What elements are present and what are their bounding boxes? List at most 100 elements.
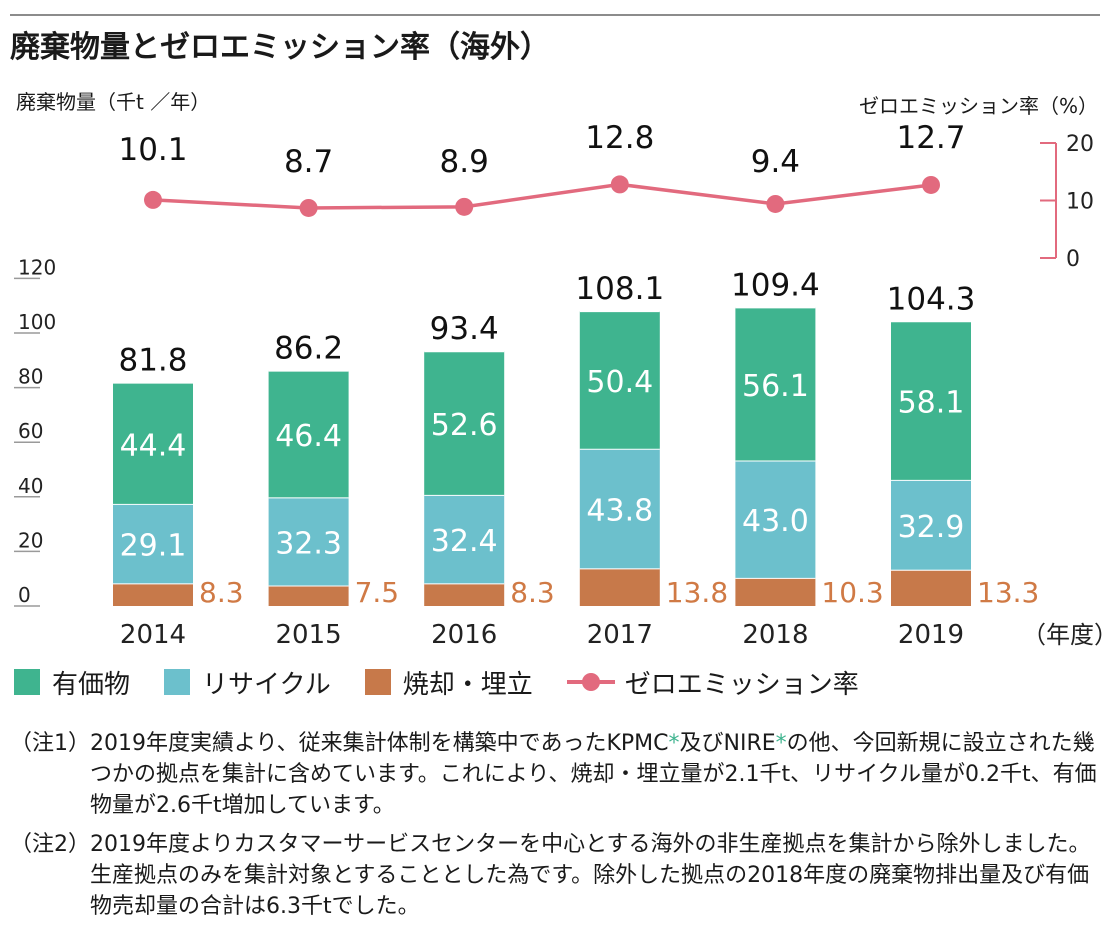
note-2-label: （注2） [10,832,90,857]
right-axis-label: ゼロエミッション率（%） [858,94,1098,118]
bar-value-label-incineration: 10.3 [821,576,883,609]
bar-segment-recycle [735,460,816,578]
bar-total-label: 81.8 [118,343,187,379]
y-tick-label: 60 [18,419,43,443]
bar-segment-valuable [579,311,660,449]
note-1: （注1） 2019年度実績より、従来集計体制を構築中であったKPMC*及びNIR… [10,728,1102,821]
y2-tick-label: 0 [1066,247,1080,272]
bar-value-label-valuable: 56.1 [742,369,809,404]
zero-emission-label: 10.1 [118,132,187,168]
zero-emission-label: 9.4 [751,144,800,180]
legend: 有価物 リサイクル 焼却・埋立 ゼロエミッション率 [14,662,893,702]
bar-segment-incineration [424,583,505,606]
bar-value-label-valuable: 44.4 [120,428,187,463]
bar-segment-incineration [891,569,971,606]
bar-segment-valuable [268,370,349,498]
bar-value-label-valuable: 58.1 [898,386,965,421]
left-axis-label: 廃棄物量（千t ／年） [16,90,211,114]
legend-swatch-recycle [164,669,191,695]
bar-value-label-incineration: 13.8 [666,576,728,609]
bar-total-label: 93.4 [430,311,499,347]
bar-segment-recycle [113,503,193,584]
y-tick-label: 120 [18,255,56,279]
bar-segment-incineration [735,577,816,606]
x-tick-label: 2017 [587,620,653,650]
bar-segment-incineration [268,585,349,606]
y-tick-label: 100 [18,310,56,334]
bar-value-label-recycle: 43.8 [586,494,653,529]
legend-label-recycle: リサイクル [202,669,331,700]
bar-value-label-incineration: 8.3 [510,576,555,609]
legend-item-incineration: 焼却・埋立 [364,664,533,701]
y-tick-label: 40 [18,474,43,498]
legend-item-valuable: 有価物 [14,664,130,701]
bar-value-label-incineration: 8.3 [199,576,244,609]
bar-segment-incineration [579,568,660,606]
note-2-part-0: 2019年度よりカスタマーサービスセンターを中心とする海外の非生産拠点を集計から… [90,832,1091,919]
legend-item-recycle: リサイクル [164,664,331,701]
bar-value-label-recycle: 32.3 [275,526,342,561]
note-1-part-2: 及びNIRE [679,731,776,756]
note-1-part-4: の他、今回新規に設立された幾つかの拠点を集計に含めています。これにより、焼却・埋… [90,731,1097,818]
x-unit-label: （年度） [1022,621,1108,649]
legend-item-zero-emission: ゼロエミッション率 [566,664,859,701]
bar-segment-incineration [113,583,193,606]
zero-emission-label: 8.9 [440,144,489,180]
zero-emission-point [455,197,474,216]
bar-value-label-recycle: 29.1 [120,529,187,564]
zero-emission-point [299,198,318,217]
bar-segment-recycle [579,448,660,569]
x-tick-label: 2016 [431,620,497,650]
bar-segment-valuable [424,351,505,495]
zero-emission-point [766,194,785,213]
legend-swatch-zero-emission [566,669,615,695]
asterisk-icon: * [775,731,787,756]
x-tick-label: 2014 [120,620,186,650]
bar-value-label-recycle: 43.0 [742,504,809,539]
asterisk-icon: * [668,731,680,756]
x-tick-label: 2019 [898,620,964,650]
y-tick-label: 80 [18,365,43,389]
y2-tick-label: 10 [1066,190,1094,215]
zero-emission-point [610,175,629,194]
legend-swatch-incineration [364,669,391,695]
bar-segment-valuable [735,307,816,461]
bar-value-label-incineration: 13.3 [977,576,1039,609]
bar-segment-recycle [891,479,971,570]
legend-label-incineration: 焼却・埋立 [402,669,533,700]
bar-value-label-valuable: 46.4 [275,419,342,454]
bar-total-label: 109.4 [731,267,820,303]
zero-emission-point [144,190,162,209]
zero-emission-label: 8.7 [284,144,333,180]
bar-segment-valuable [113,382,193,504]
top-rule [10,14,1100,16]
bar-value-label-valuable: 52.6 [431,408,498,443]
zero-emission-label: 12.8 [585,120,654,156]
notes: （注1） 2019年度実績より、従来集計体制を構築中であったKPMC*及びNIR… [10,728,1102,930]
bar-value-label-recycle: 32.4 [431,524,498,559]
note-2: （注2） 2019年度よりカスタマーサービスセンターを中心とする海外の非生産拠点… [10,829,1102,922]
chart-title: 廃棄物量とゼロエミッション率（海外） [10,30,550,65]
zero-emission-line [152,182,932,210]
bar-total-label: 108.1 [575,271,664,307]
legend-label-valuable: 有価物 [52,669,131,700]
bar-total-label: 86.2 [274,331,343,367]
zero-emission-label: 12.7 [896,120,965,156]
bar-segment-recycle [268,497,349,586]
y2-tick-label: 20 [1066,132,1094,157]
note-2-text: 2019年度よりカスタマーサービスセンターを中心とする海外の非生産拠点を集計から… [90,829,1102,922]
bar-value-label-recycle: 32.9 [898,510,965,545]
chart-canvas: 0204060801001208.329.144.481.820147.532.… [14,120,1108,650]
bar-segment-valuable [891,321,971,480]
bar-value-label-incineration: 7.5 [355,576,400,609]
legend-swatch-valuable [14,669,40,695]
legend-label-zero-emission: ゼロエミッション率 [624,669,859,700]
bar-value-label-valuable: 50.4 [586,365,653,400]
y-tick-label: 0 [18,583,31,607]
zero-emission-point [922,175,940,194]
note-1-label: （注1） [10,731,90,756]
y-tick-label: 20 [18,528,43,552]
x-tick-label: 2018 [742,620,808,650]
note-1-part-0: 2019年度実績より、従来集計体制を構築中であったKPMC [90,731,669,756]
bar-total-label: 104.3 [887,281,976,317]
